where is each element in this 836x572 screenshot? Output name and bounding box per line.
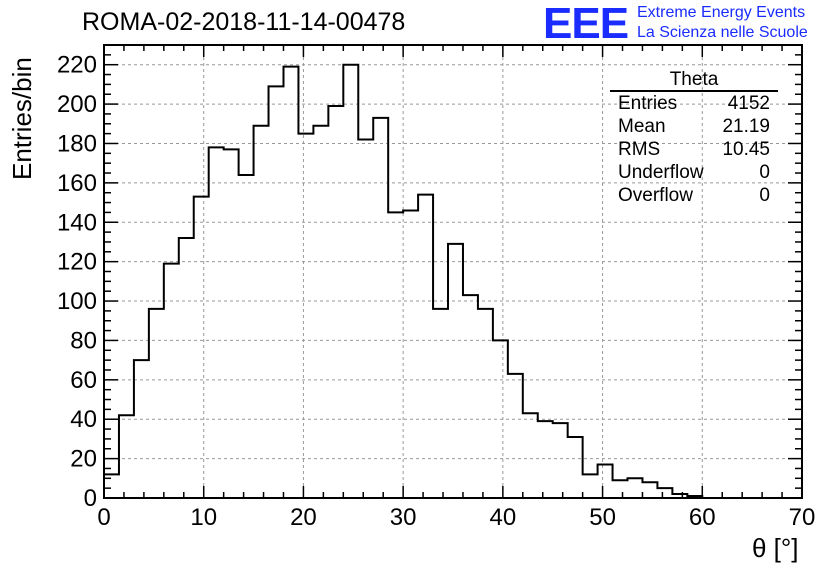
stats-row-entries: Entries 4152 xyxy=(610,92,778,115)
histogram-bin xyxy=(298,134,313,498)
histogram-bin xyxy=(642,482,657,498)
histogram-bin xyxy=(463,295,478,498)
y-tick-label: 20 xyxy=(70,446,97,473)
histogram-bin xyxy=(269,86,284,498)
x-axis-label: θ [°] xyxy=(752,533,799,563)
x-tick-label: 50 xyxy=(589,504,616,531)
histogram-bin xyxy=(179,238,194,498)
histogram-bin xyxy=(254,126,269,498)
stats-box-title: Theta xyxy=(610,70,778,92)
histogram-bin xyxy=(403,210,418,498)
y-tick-label: 0 xyxy=(84,485,97,512)
y-tick-label: 180 xyxy=(57,130,97,157)
stats-row-rms: RMS 10.45 xyxy=(610,138,778,161)
stats-label: Overflow xyxy=(618,185,693,206)
histogram-bin xyxy=(194,197,209,498)
stats-label: Mean xyxy=(618,116,666,137)
histogram-bin xyxy=(313,126,328,498)
y-tick-label: 120 xyxy=(57,249,97,276)
histogram-bin xyxy=(209,147,224,498)
x-tick-label: 40 xyxy=(490,504,517,531)
histogram-bin xyxy=(388,212,403,498)
y-tick-label: 140 xyxy=(57,209,97,236)
histogram-bin xyxy=(343,65,358,498)
histogram-bin xyxy=(657,488,672,498)
histogram-bin xyxy=(239,175,254,498)
histogram-bin xyxy=(328,106,343,498)
y-tick-label: 40 xyxy=(70,406,97,433)
y-tick-label: 60 xyxy=(70,367,97,394)
histogram-bin xyxy=(538,421,553,498)
x-tick-label: 20 xyxy=(290,504,317,531)
x-tick-label: 60 xyxy=(689,504,716,531)
histogram-bin xyxy=(134,360,149,498)
stats-row-underflow: Underflow 0 xyxy=(610,161,778,184)
logo-caption-line-2: La Scienza nelle Scuole xyxy=(637,24,808,41)
histogram-bin xyxy=(448,244,463,498)
histogram-bin xyxy=(568,437,583,498)
histogram-bin xyxy=(283,67,298,498)
histogram-bin xyxy=(149,309,164,498)
histogram-bin xyxy=(358,140,373,498)
stats-value: 21.19 xyxy=(722,116,770,137)
x-tick-label: 70 xyxy=(789,504,816,531)
y-tick-label: 200 xyxy=(57,91,97,118)
y-tick-label: 160 xyxy=(57,170,97,197)
histogram-bin xyxy=(598,465,613,498)
stats-value: 10.45 xyxy=(722,139,770,160)
chart-title: ROMA-02-2018-11-14-00478 xyxy=(82,8,406,36)
stats-box: Theta Entries 4152 Mean 21.19 RMS 10.45 … xyxy=(610,70,778,207)
stats-row-mean: Mean 21.19 xyxy=(610,115,778,138)
histogram-bin xyxy=(523,413,538,498)
x-tick-label: 30 xyxy=(390,504,417,531)
histogram-bin xyxy=(164,264,179,498)
histogram-bin xyxy=(418,195,433,498)
histogram-bin xyxy=(553,423,568,498)
stats-value: 4152 xyxy=(727,93,770,114)
histogram-bin xyxy=(508,374,523,498)
stats-value: 0 xyxy=(759,162,770,183)
histogram-outline xyxy=(103,63,793,499)
logo-caption: Extreme Energy Events La Scienza nelle S… xyxy=(637,3,808,43)
eee-logo: EEE xyxy=(543,0,629,48)
x-tick-label: 10 xyxy=(190,504,217,531)
y-tick-label: 220 xyxy=(57,52,97,79)
histogram-bin xyxy=(224,149,239,498)
stats-row-overflow: Overflow 0 xyxy=(610,184,778,207)
histogram-bin xyxy=(433,309,448,498)
histogram-bin xyxy=(373,118,388,498)
y-axis-label: Entries/bin xyxy=(7,57,37,180)
y-tick-label: 80 xyxy=(70,327,97,354)
stats-label: Underflow xyxy=(618,162,704,183)
stats-value: 0 xyxy=(759,185,770,206)
histogram-bin xyxy=(493,340,508,498)
stats-label: Entries xyxy=(618,93,678,114)
histogram-bin xyxy=(628,478,643,498)
histogram-bin xyxy=(119,415,134,498)
y-tick-label: 100 xyxy=(57,288,97,315)
logo-caption-line-1: Extreme Energy Events xyxy=(637,4,806,21)
stats-label: RMS xyxy=(618,139,661,160)
histogram-bin xyxy=(583,474,598,498)
x-tick-label: 0 xyxy=(97,504,110,531)
histogram-bin xyxy=(478,309,493,498)
histogram-bin xyxy=(613,480,628,498)
